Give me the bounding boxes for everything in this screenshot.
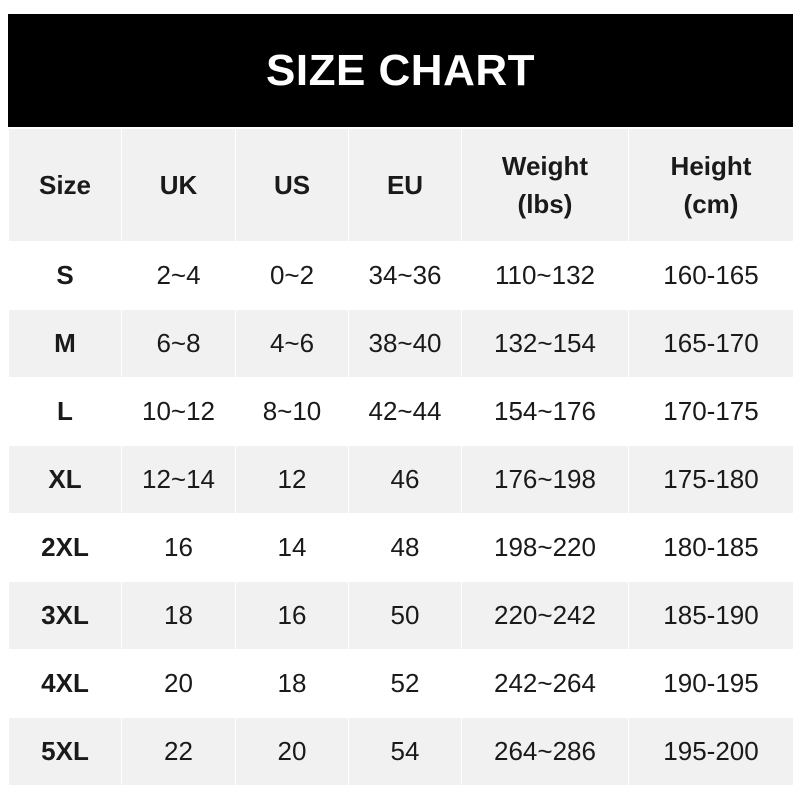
cell-us: 8~10 [235,377,349,446]
cell-weight: 242~264 [461,649,629,718]
cell-us: 20 [235,717,349,786]
cell-weight: 132~154 [461,309,629,378]
cell-height: 175-180 [628,445,794,514]
cell-eu: 46 [348,445,462,514]
cell-height: 165-170 [628,309,794,378]
cell-eu: 54 [348,717,462,786]
cell-weight: 198~220 [461,513,629,582]
cell-uk: 16 [121,513,236,582]
size-chart-table: Size UK US EU Weight (lbs) Height (cm) S… [8,128,794,786]
cell-uk: 18 [121,581,236,650]
cell-us: 18 [235,649,349,718]
column-header-uk: UK [121,128,236,242]
column-header-height: Height (cm) [628,128,794,242]
column-header-weight: Weight (lbs) [461,128,629,242]
cell-eu: 42~44 [348,377,462,446]
cell-eu: 52 [348,649,462,718]
table-row: S 2~4 0~2 34~36 110~132 160-165 [8,241,794,310]
column-header-size: Size [8,128,122,242]
cell-eu: 50 [348,581,462,650]
cell-height: 185-190 [628,581,794,650]
cell-size: XL [8,445,122,514]
table-row: 4XL 20 18 52 242~264 190-195 [8,649,794,718]
table-row: M 6~8 4~6 38~40 132~154 165-170 [8,309,794,378]
cell-size: L [8,377,122,446]
cell-us: 4~6 [235,309,349,378]
cell-eu: 34~36 [348,241,462,310]
column-header-us: US [235,128,349,242]
cell-uk: 10~12 [121,377,236,446]
cell-weight: 264~286 [461,717,629,786]
cell-eu: 48 [348,513,462,582]
cell-weight: 176~198 [461,445,629,514]
cell-us: 16 [235,581,349,650]
cell-eu: 38~40 [348,309,462,378]
cell-us: 0~2 [235,241,349,310]
cell-size: M [8,309,122,378]
table-row: 5XL 22 20 54 264~286 195-200 [8,717,794,786]
column-header-eu: EU [348,128,462,242]
cell-uk: 12~14 [121,445,236,514]
header-row: Size UK US EU Weight (lbs) Height (cm) [8,128,794,242]
cell-size: 2XL [8,513,122,582]
cell-uk: 22 [121,717,236,786]
table-row: XL 12~14 12 46 176~198 175-180 [8,445,794,514]
cell-us: 14 [235,513,349,582]
cell-size: S [8,241,122,310]
cell-size: 3XL [8,581,122,650]
table-row: L 10~12 8~10 42~44 154~176 170-175 [8,377,794,446]
cell-size: 4XL [8,649,122,718]
cell-height: 160-165 [628,241,794,310]
cell-uk: 2~4 [121,241,236,310]
cell-height: 190-195 [628,649,794,718]
table-row: 3XL 18 16 50 220~242 185-190 [8,581,794,650]
cell-weight: 110~132 [461,241,629,310]
cell-height: 180-185 [628,513,794,582]
cell-weight: 220~242 [461,581,629,650]
cell-size: 5XL [8,717,122,786]
cell-uk: 20 [121,649,236,718]
cell-height: 170-175 [628,377,794,446]
cell-us: 12 [235,445,349,514]
size-chart-title: SIZE CHART [8,14,793,127]
table-row: 2XL 16 14 48 198~220 180-185 [8,513,794,582]
cell-uk: 6~8 [121,309,236,378]
cell-height: 195-200 [628,717,794,786]
cell-weight: 154~176 [461,377,629,446]
